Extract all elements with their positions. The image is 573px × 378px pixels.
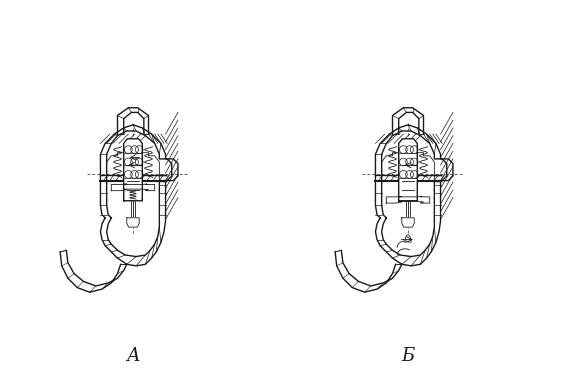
Text: А: А — [126, 347, 140, 365]
Polygon shape — [111, 184, 155, 191]
Polygon shape — [386, 197, 430, 203]
Polygon shape — [127, 218, 139, 227]
Text: Б: Б — [401, 347, 415, 365]
Polygon shape — [399, 139, 417, 201]
Polygon shape — [402, 218, 414, 227]
Polygon shape — [124, 139, 142, 201]
